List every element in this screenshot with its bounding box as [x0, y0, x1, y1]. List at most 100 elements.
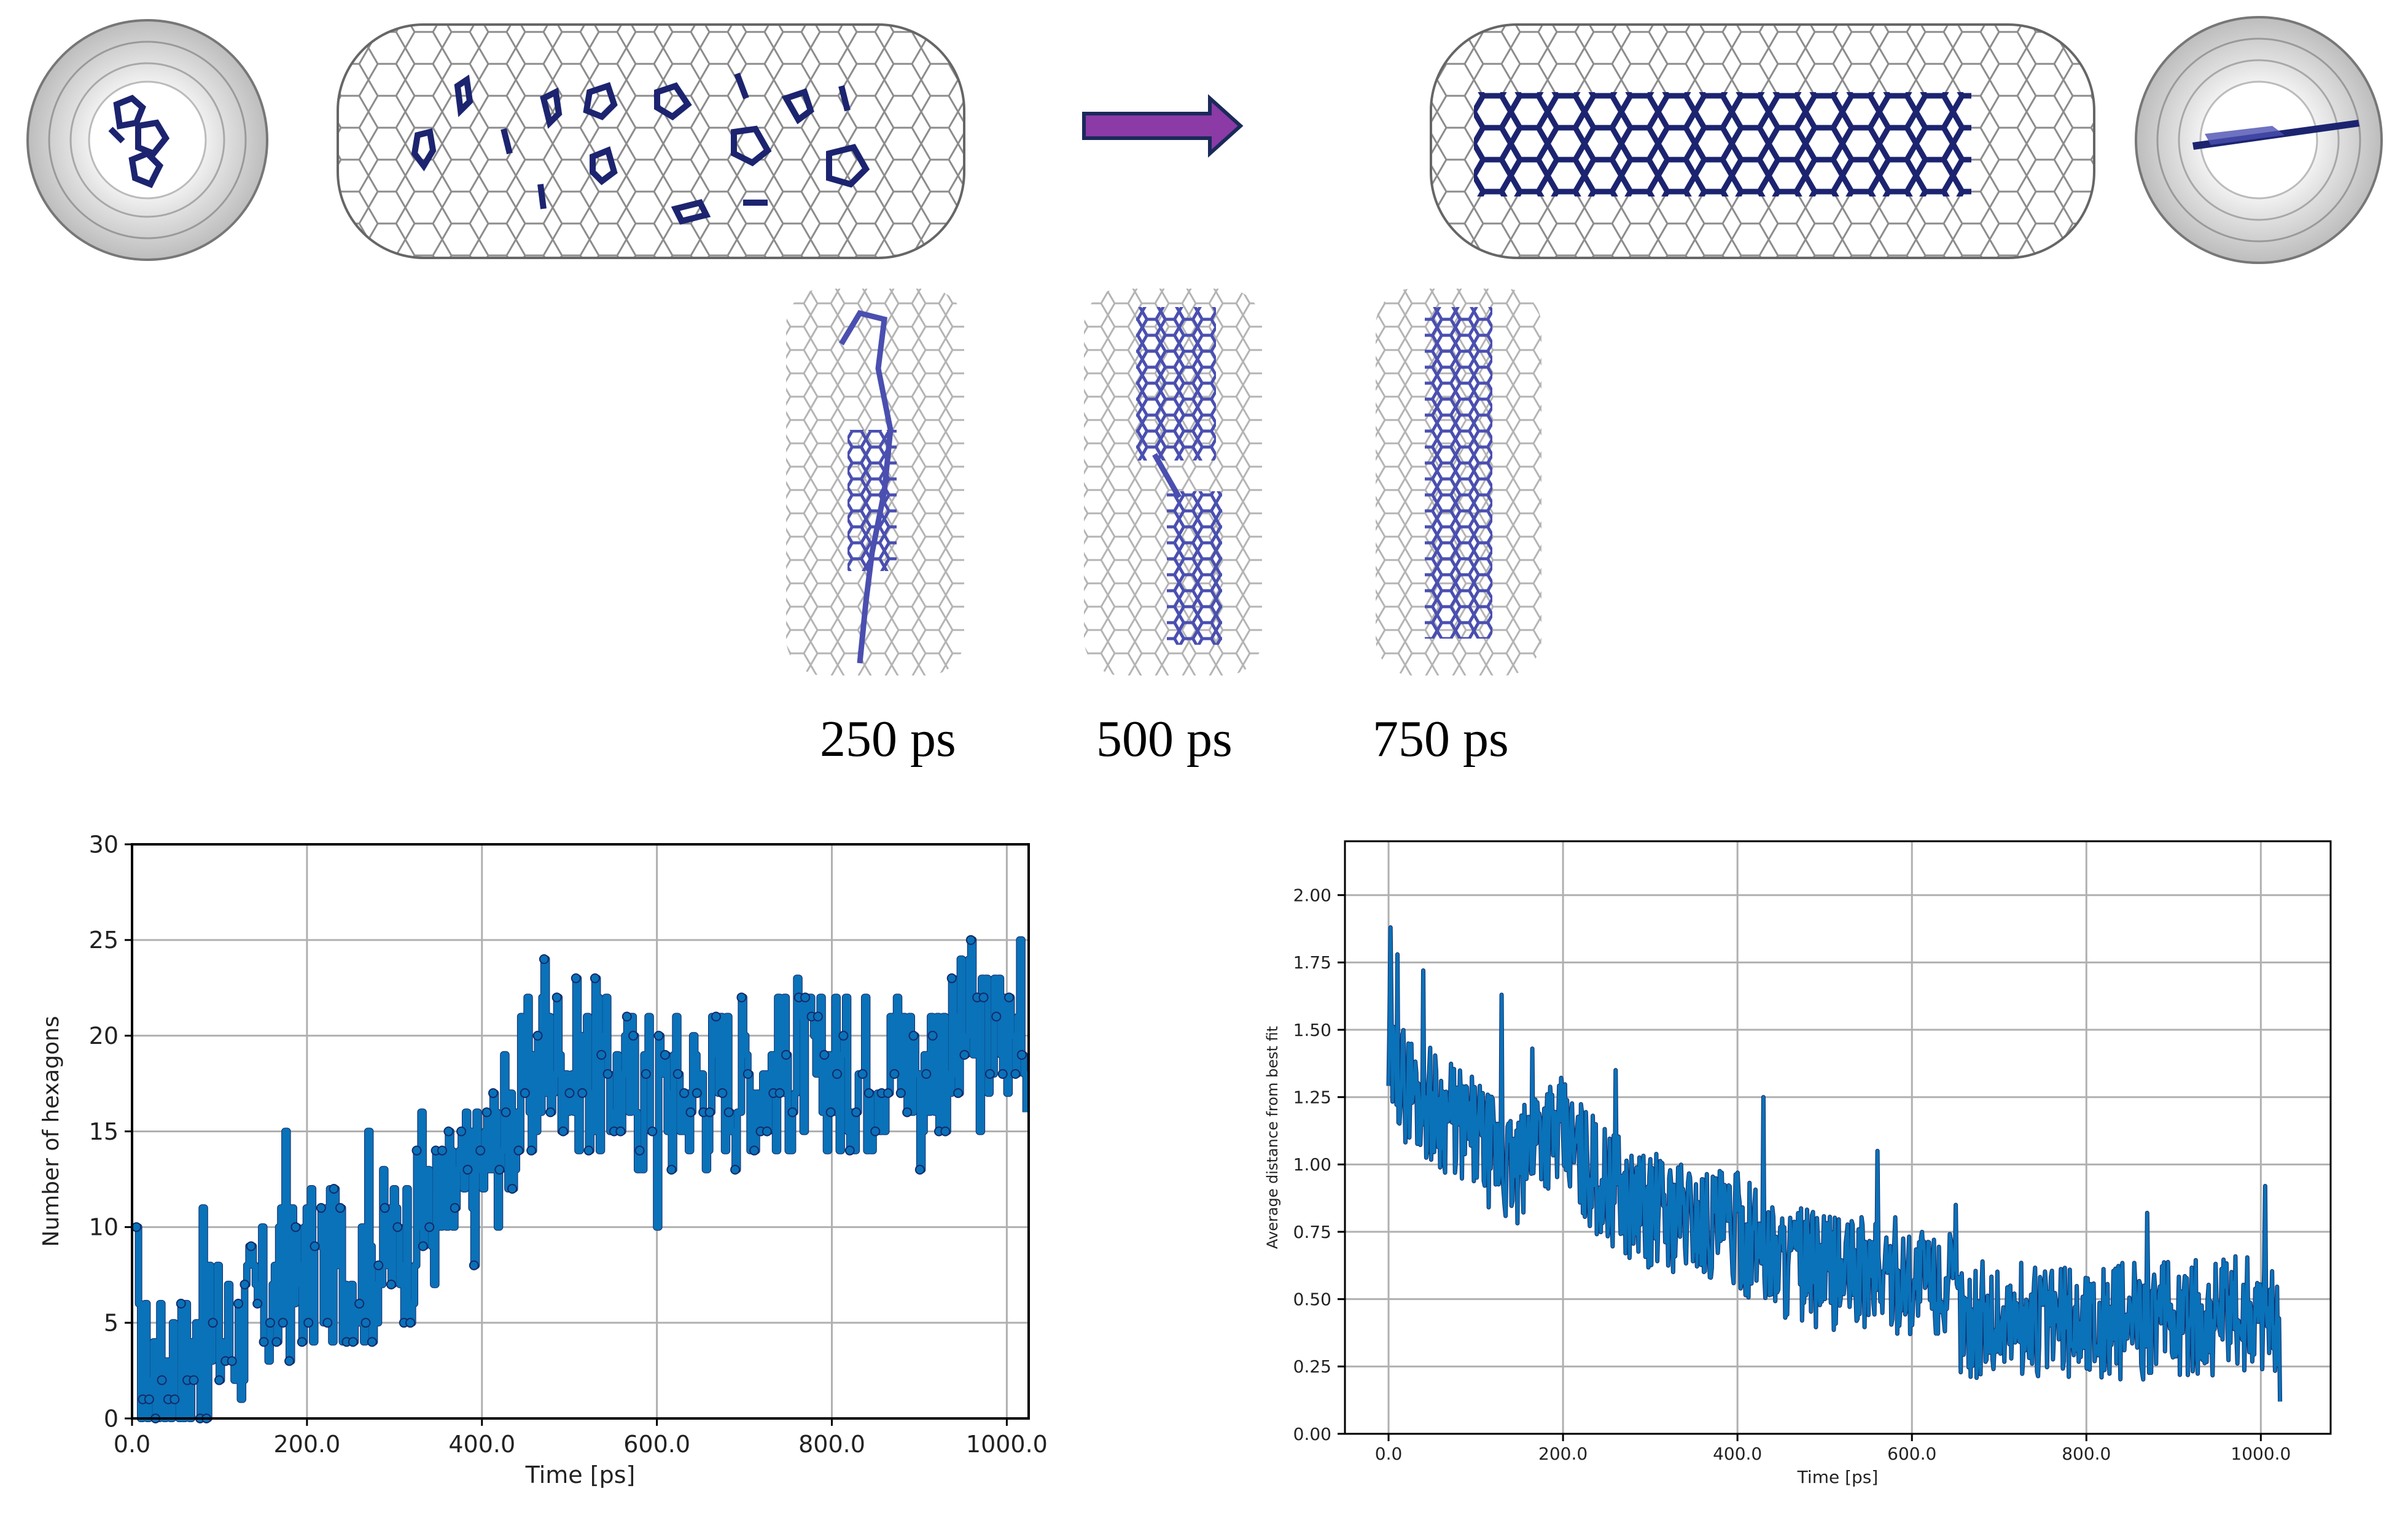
- data-point: [641, 1069, 651, 1079]
- tube-end-view-final: [2135, 16, 2383, 264]
- data-point: [1010, 1069, 1021, 1079]
- data-point: [844, 1145, 855, 1156]
- data-point: [800, 992, 811, 1003]
- data-point: [991, 1011, 1002, 1022]
- data-point: [940, 1126, 951, 1137]
- data-point: [997, 1069, 1008, 1079]
- data-point: [392, 1222, 403, 1232]
- x-tick-label: 800.0: [798, 1431, 865, 1458]
- data-point: [481, 1107, 492, 1118]
- data-point: [373, 1260, 384, 1270]
- data-point: [290, 1222, 301, 1232]
- data-point: [450, 1203, 460, 1213]
- data-point: [959, 1049, 970, 1060]
- y-tick-label: 25: [89, 927, 119, 954]
- data-point: [590, 973, 600, 984]
- data-point: [367, 1337, 377, 1347]
- data-point: [685, 1107, 696, 1118]
- data-point: [596, 1049, 607, 1060]
- y-tick-label: 1.00: [1293, 1154, 1331, 1175]
- y-axis-title: Average distance from best fit: [1264, 1026, 1281, 1249]
- data-point: [838, 1030, 849, 1041]
- data-point: [908, 1030, 919, 1041]
- data-point: [749, 1145, 760, 1156]
- snapshot-label-500: 500 ps: [1096, 710, 1233, 768]
- data-point: [189, 1375, 199, 1385]
- data-point: [1004, 992, 1015, 1003]
- data-point: [742, 1069, 753, 1079]
- data-point: [526, 1145, 537, 1156]
- x-tick-label: 400.0: [1713, 1444, 1762, 1464]
- x-tick-label: 0.0: [114, 1431, 150, 1458]
- data-point: [953, 1088, 964, 1099]
- data-point: [558, 1126, 569, 1137]
- data-point: [717, 1088, 728, 1099]
- x-tick-label: 200.0: [1538, 1444, 1588, 1464]
- data-point: [660, 1049, 670, 1060]
- y-axis-title: Number of hexagons: [39, 1016, 64, 1247]
- x-tick-label: 600.0: [623, 1431, 690, 1458]
- data-point: [857, 1069, 868, 1079]
- data-point: [672, 1069, 683, 1079]
- series-line: [1387, 925, 2282, 1402]
- data-point: [322, 1318, 333, 1328]
- data-point: [946, 973, 957, 984]
- data-point: [602, 1069, 613, 1079]
- y-tick-label: 0.50: [1293, 1289, 1331, 1309]
- data-point: [883, 1088, 894, 1099]
- data-point: [169, 1394, 180, 1404]
- data-point: [870, 1126, 881, 1137]
- x-tick-label: 1000.0: [2231, 1444, 2291, 1464]
- data-point: [259, 1337, 269, 1347]
- data-point: [851, 1107, 862, 1118]
- data-point: [577, 1088, 588, 1099]
- data-point: [902, 1107, 913, 1118]
- x-tick-label: 600.0: [1887, 1444, 1936, 1464]
- data-point: [437, 1145, 447, 1156]
- x-tick-label: 400.0: [448, 1431, 515, 1458]
- y-tick-label: 10: [89, 1214, 119, 1241]
- x-axis-title: Time [ps]: [1797, 1467, 1879, 1487]
- data-point: [507, 1184, 518, 1194]
- data-point: [233, 1299, 244, 1309]
- data-point: [405, 1318, 416, 1328]
- data-point: [348, 1337, 358, 1347]
- x-tick-label: 0.0: [1375, 1444, 1403, 1464]
- data-point: [144, 1394, 154, 1404]
- y-tick-label: 0.00: [1293, 1424, 1331, 1444]
- data-point: [571, 973, 581, 984]
- data-point: [360, 1318, 371, 1328]
- data-point: [653, 1030, 664, 1041]
- data-point: [545, 1107, 556, 1118]
- data-point: [418, 1241, 428, 1251]
- data-point: [501, 1107, 511, 1118]
- data-point: [278, 1318, 288, 1328]
- data-point: [921, 1069, 932, 1079]
- data-point: [494, 1164, 505, 1175]
- data-point: [284, 1356, 295, 1366]
- data-point: [914, 1164, 925, 1175]
- tube-side-view-initial: [337, 23, 965, 259]
- data-point: [462, 1164, 473, 1175]
- tube-end-view-initial: [26, 19, 268, 261]
- data-point: [927, 1030, 938, 1041]
- data-point: [679, 1088, 690, 1099]
- y-tick-label: 1.25: [1293, 1087, 1331, 1108]
- data-point: [819, 1049, 830, 1060]
- data-point: [176, 1299, 186, 1309]
- data-point: [297, 1337, 307, 1347]
- data-point: [335, 1203, 346, 1213]
- data-point: [704, 1107, 715, 1118]
- data-point: [692, 1088, 702, 1099]
- data-point: [774, 1088, 785, 1099]
- data-point: [303, 1318, 314, 1328]
- transition-arrow: [1082, 94, 1244, 158]
- data-point: [564, 1088, 575, 1099]
- y-tick-label: 1.50: [1293, 1020, 1331, 1040]
- data-point: [812, 1011, 823, 1022]
- data-point: [762, 1126, 772, 1137]
- snapshot-label-250: 250 ps: [820, 710, 956, 768]
- data-point: [520, 1088, 530, 1099]
